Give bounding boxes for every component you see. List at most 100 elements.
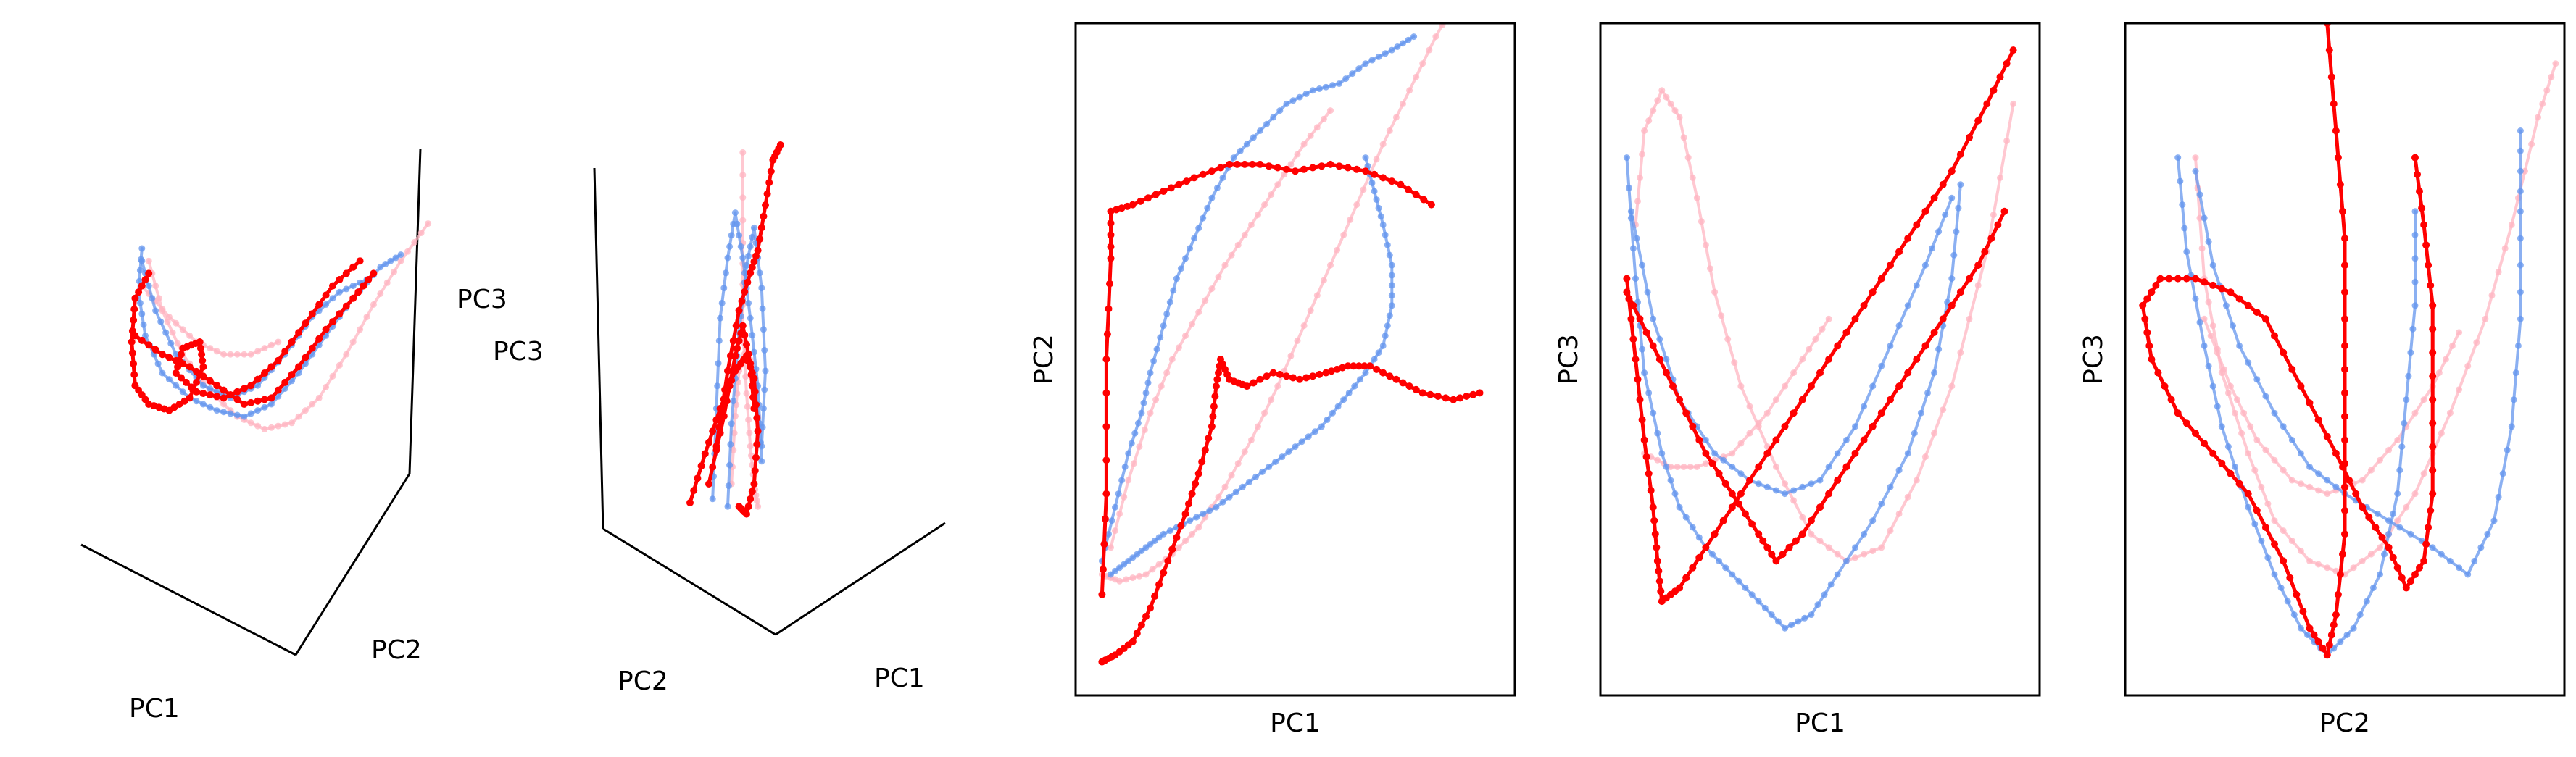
data-point (2306, 464, 2313, 470)
data-point (2334, 154, 2342, 162)
data-point (1339, 364, 1347, 372)
data-point (1336, 80, 1343, 87)
data-point (712, 446, 720, 454)
data-point (1138, 548, 1145, 554)
data-point (1667, 477, 1674, 484)
data-point (2284, 598, 2291, 605)
data-point (1228, 251, 1235, 259)
data-point (751, 467, 759, 474)
data-point (136, 299, 144, 306)
data-point (2517, 188, 2524, 195)
data-point (2319, 645, 2327, 652)
data-point (2334, 590, 2342, 598)
data-point (1966, 315, 1973, 322)
data-point (1318, 162, 1326, 170)
data-point (1720, 456, 1727, 464)
data-point (1737, 470, 1745, 477)
data-point (750, 348, 757, 356)
data-point (2377, 544, 2383, 551)
data-point (1107, 231, 1115, 239)
data-point (2325, 46, 2333, 54)
data-point (748, 488, 756, 495)
data-point (725, 482, 732, 490)
data-point (1869, 548, 1877, 554)
data-point (1371, 188, 1378, 195)
data-point (315, 394, 323, 401)
data-point (1102, 456, 1110, 464)
data-point (1921, 262, 1929, 269)
data-point (1166, 527, 1173, 535)
data-point (254, 397, 262, 405)
data-point (2411, 255, 2419, 262)
data-point (1887, 483, 1894, 490)
data-point (1371, 356, 1378, 363)
data-point (1105, 305, 1113, 313)
data-point (1386, 127, 1393, 134)
data-point (1349, 70, 1356, 78)
data-point (1948, 194, 1956, 201)
data-point (1131, 430, 1139, 437)
data-point (2356, 611, 2364, 619)
data-point (275, 422, 282, 430)
data-point (1313, 292, 1321, 299)
data-point (1825, 464, 1832, 470)
data-point (1412, 191, 1420, 198)
data-point (2548, 73, 2555, 80)
data-point (1142, 613, 1150, 620)
data-point (425, 220, 432, 227)
data-point (1123, 202, 1131, 210)
data-point (1654, 456, 1661, 464)
data-point (709, 463, 717, 471)
data-point (1276, 107, 1284, 114)
data-point (1647, 487, 1655, 494)
data-point (254, 407, 262, 414)
data-point (2471, 557, 2478, 564)
data-point (2422, 241, 2430, 249)
pc3-axis-label: PC3 (493, 337, 544, 367)
data-point (1861, 551, 1868, 558)
data-point (1257, 127, 1263, 134)
data-point (199, 401, 207, 408)
data-point (729, 337, 737, 345)
data-point (1702, 241, 1709, 248)
data-point (2337, 638, 2344, 645)
data-point (1195, 309, 1202, 316)
x-axis-label: PC1 (1795, 708, 1845, 738)
data-point (1382, 50, 1389, 57)
data-point (1869, 382, 1877, 390)
data-point (1384, 241, 1391, 248)
data-point (2247, 423, 2254, 430)
data-point (2429, 372, 2437, 380)
data-point (1322, 83, 1329, 91)
data-point (717, 314, 724, 322)
data-point (1112, 503, 1118, 511)
data-point (1755, 419, 1762, 427)
data-point (2420, 221, 2428, 229)
data-point (1388, 46, 1395, 54)
data-point (1316, 370, 1324, 378)
data-point (1792, 537, 1800, 545)
data-point (2409, 325, 2417, 333)
data-point (2238, 430, 2245, 437)
data-point (2517, 208, 2524, 215)
data-point (2411, 154, 2419, 162)
data-point (1737, 382, 1745, 390)
data-point (1173, 275, 1180, 283)
data-point (1164, 557, 1172, 565)
data-point (329, 295, 336, 302)
data-point (2192, 430, 2199, 438)
data-point (1799, 483, 1806, 490)
data-point (1974, 282, 1982, 289)
data-point (1790, 369, 1798, 377)
data-point (2482, 315, 2489, 322)
data-point (1373, 365, 1381, 373)
data-point (1913, 282, 1920, 289)
data-point (1213, 503, 1220, 511)
data-point (2139, 301, 2147, 309)
data-point (2330, 621, 2338, 629)
data-point (1650, 516, 1658, 524)
data-point (1347, 216, 1354, 223)
data-point (1432, 33, 1439, 41)
data-point (747, 371, 755, 379)
data-point (1292, 443, 1299, 451)
